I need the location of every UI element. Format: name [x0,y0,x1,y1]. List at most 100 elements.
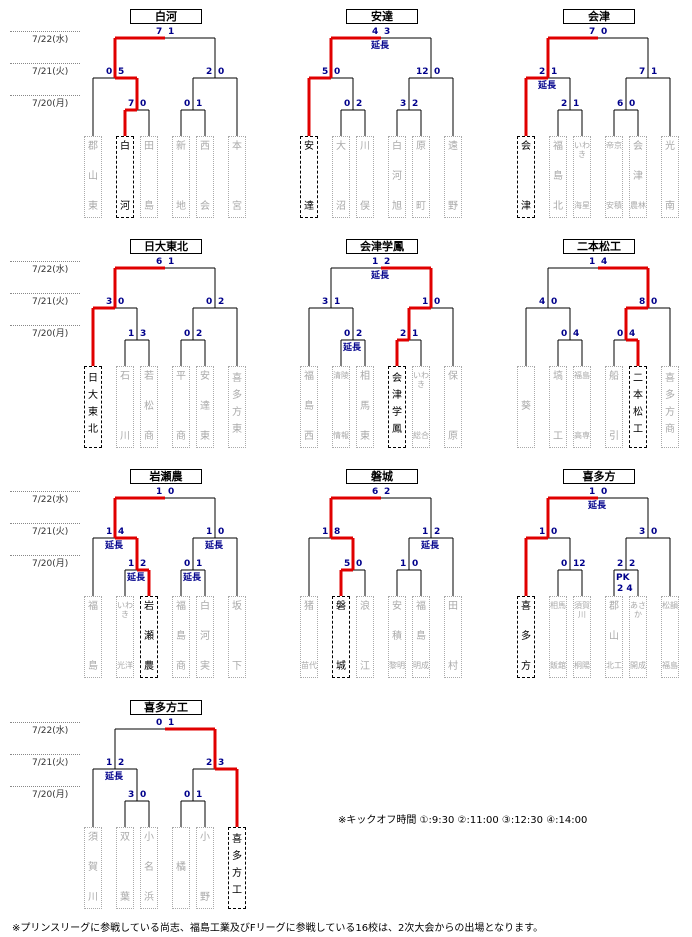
team-name-char: 島 [416,631,426,642]
team-name-char: 沼 [336,201,346,212]
team-name-char: 清陵 [333,371,349,380]
team-name-char: 多 [232,390,242,401]
team-name-char: 海星 [574,201,590,210]
team-box: 福島西 [300,366,318,448]
team-name-char: 葵 [521,401,531,412]
team-name-char: 喜 [232,373,242,384]
team-name-char: 原 [448,431,458,442]
round1-score: 0 [184,329,191,339]
round1-score: 2 [400,329,407,339]
team-name-char: 岩 [144,601,154,612]
round2-score: 1 [422,297,429,307]
team-box: 福島明成 [412,596,430,678]
final-score-left: 1 [372,257,379,267]
date-label: 7/22(水) [32,35,69,45]
round2-score: 7 [639,67,646,77]
final-score-left: 6 [372,487,379,497]
team-name-char: 黎明 [389,661,405,670]
team-name-char: 河 [392,171,402,182]
final-score-left: 1 [589,257,596,267]
round2-score: 1 [422,527,429,537]
team-name-char: 学 [392,407,402,418]
date-guide-line [10,293,80,294]
team-name-char: 津 [633,171,643,182]
team-name-char: 田 [448,601,458,612]
team-name-char: 福 [553,141,563,152]
date-guide-line [10,722,80,723]
team-name-char: 農 [144,661,154,672]
round1-score: 2 [140,559,147,569]
team-name-char: 西 [200,141,210,152]
team-name-char: いわき [117,601,133,619]
team-box: 双葉 [116,827,134,909]
team-box: 川俣 [356,136,374,218]
team-box: 小野 [196,827,214,909]
round2-score: 1 [106,527,113,537]
team-name-char: 田 [144,141,154,152]
team-name-char: 町 [416,201,426,212]
team-box: 福島北 [549,136,567,218]
round1-score: 1 [128,329,135,339]
round2-score: 0 [551,527,558,537]
team-box: 帝京 安積 [605,136,623,218]
bracket-title: 喜多方 [563,469,635,484]
team-name-char: 明成 [413,661,429,670]
team-name-char: 城 [336,661,346,672]
team-name-char: 積 [392,631,402,642]
date-guide-line [10,261,80,262]
footer-note: ※プリンスリーグに参戦している尚志、福島工業及びFリーグに参戦している16校は、… [12,923,544,934]
team-name-char: 帝京 [606,141,622,150]
extra-time-label: 延長 [421,541,440,551]
team-name-char: 情報 [333,431,349,440]
team-name-char: 開成 [630,661,646,670]
round1-score: 1 [196,99,203,109]
round2-score: 2 [218,297,225,307]
team-name-char: 福島 [574,371,590,380]
round2-score: 8 [334,527,341,537]
bracket-title: 二本松工 [563,239,635,254]
team-box: 本宮 [228,136,246,218]
extra-time-label: 延長 [371,41,390,51]
round1-score: 1 [573,99,580,109]
team-name-char: 遠 [448,141,458,152]
round2-score: 4 [539,297,546,307]
round1-score: 0 [561,329,568,339]
extra-time-label: 延長 [105,541,124,551]
team-name-char: 松韻 [662,601,678,610]
team-name-char: 桐陽 [574,661,590,670]
round2-score: 3 [639,527,646,537]
round1-score: 2 [412,99,419,109]
round1-score: 0 [629,99,636,109]
team-name-char: 山 [88,171,98,182]
round1-score: 3 [128,790,135,800]
team-name-char: 日 [88,373,98,384]
team-box: 平商 [172,366,190,448]
team-name-char: 北 [88,424,98,435]
team-box: いわき 海星 [573,136,591,218]
round2-score: 8 [639,297,646,307]
team-name-char: 北 [553,201,563,212]
team-box: 須賀川 桐陽 [573,596,591,678]
team-box: いわき 総合 [412,366,430,448]
extra-time-label: 延長 [205,541,224,551]
round2-score: 1 [334,297,341,307]
final-score-left: 1 [589,487,596,497]
team-box: 須賀川 [84,827,102,909]
team-box: 福島 [84,596,102,678]
team-name-char: 相 [360,371,370,382]
team-box: 光南 [661,136,679,218]
round1-score: 0 [140,99,147,109]
team-name-char: 原 [416,141,426,152]
date-label: 7/22(水) [32,265,69,275]
team-box: 白河旭 [388,136,406,218]
team-box: 二本松工 [629,366,647,448]
round2-score: 0 [434,297,441,307]
date-guide-line [10,555,80,556]
round1-score: 2 [356,329,363,339]
team-name-char: 本 [633,390,643,401]
team-name-char: 商 [176,431,186,442]
team-box: 石川 [116,366,134,448]
date-guide-line [10,523,80,524]
round2-score: 1 [551,67,558,77]
